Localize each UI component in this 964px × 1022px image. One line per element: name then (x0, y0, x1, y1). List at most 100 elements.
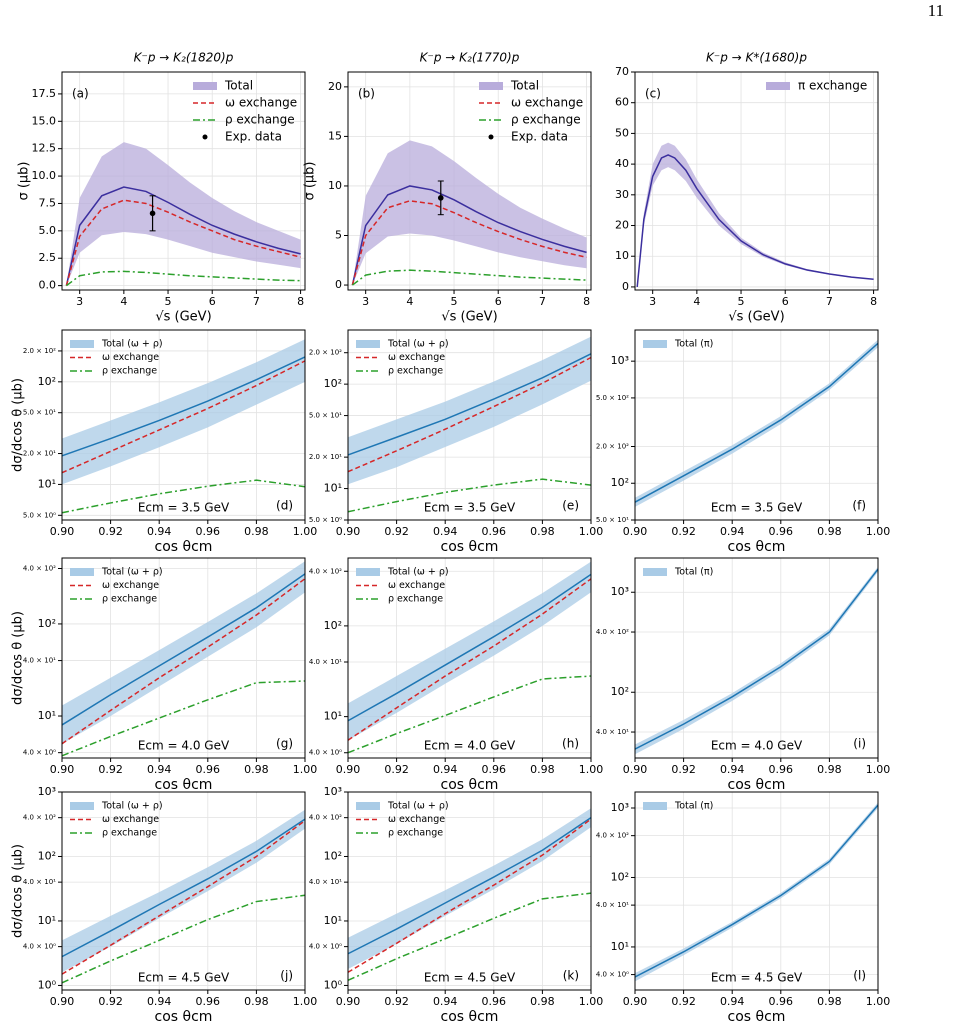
y-tick-label: 40 (615, 157, 629, 170)
panel: 3 4 5 6 7 8 0 10 20 30 40 50 60 70 π exchange K⁻p → K*(… (615, 51, 879, 325)
series-line (347, 578, 592, 741)
plot-frame (347, 791, 592, 991)
panel-label: (g) (276, 737, 293, 751)
x-axis-label: √s (GeV) (441, 310, 497, 325)
x-tick-label: 0.96 (769, 995, 794, 1008)
series-line (61, 680, 306, 757)
y-tick-label: 30 (615, 188, 629, 201)
series-line (61, 356, 306, 457)
x-tick-label: 5 (451, 295, 458, 308)
x-tick-label: 1.00 (866, 763, 891, 776)
y-tick-label: 10¹ (38, 709, 56, 722)
y-tick-label: 20 (615, 219, 629, 232)
y-tick-label: 10⁰ (324, 978, 343, 991)
x-tick-label: 0.94 (720, 995, 745, 1008)
y-axis-label: σ (μb) (303, 161, 318, 200)
x-tick-label: 3 (76, 295, 83, 308)
panel: 0.90 0.92 0.94 0.96 0.98 1.00 5.0 × 10⁰ 10¹ 2.0 … (11, 329, 317, 555)
x-tick-label: 0.98 (817, 763, 842, 776)
x-axis-label: √s (GeV) (155, 310, 211, 325)
series-line (347, 573, 592, 722)
legend-label: Total (π) (674, 567, 713, 578)
y-tick-label: 15.0 (32, 114, 57, 127)
x-tick-label: 8 (297, 295, 304, 308)
y-tick-label: 10² (324, 619, 342, 632)
x-tick-label: 0.94 (433, 525, 458, 538)
x-tick-label: 0.96 (769, 763, 794, 776)
y-axis-label: dσ/dcos θ (μb) (11, 378, 26, 472)
x-tick-label: 0.96 (482, 525, 507, 538)
x-tick-label: 0.92 (98, 525, 123, 538)
legend-swatch (643, 802, 667, 810)
y-tick-label: 5.0 × 10² (596, 394, 629, 402)
energy-annotation: Ecm = 4.0 GeV (138, 739, 230, 753)
plot-frame (61, 71, 306, 291)
y-tick-label: 2.0 × 10¹ (309, 453, 342, 461)
legend-label: Total (510, 79, 539, 93)
energy-annotation: Ecm = 3.5 GeV (424, 501, 516, 515)
x-tick-label: 0.92 (98, 995, 123, 1008)
x-tick-label: 5 (165, 295, 172, 308)
x-tick-label: 0.90 (623, 525, 648, 538)
legend-label: Total (ω + ρ) (101, 567, 163, 578)
series-line (61, 573, 306, 726)
x-axis-label: cos θcm (441, 1009, 499, 1022)
uncertainty-band (637, 142, 874, 287)
x-tick-label: 4 (120, 295, 127, 308)
legend-label: ρ exchange (102, 594, 157, 605)
y-tick-label: 2.0 × 10² (309, 349, 342, 357)
panel-label: (b) (358, 87, 375, 101)
panel: 0.90 0.92 0.94 0.96 0.98 1.00 4.0 × 10⁰ 10¹ 4.0 … (596, 791, 890, 1022)
y-tick-label: 60 (615, 96, 629, 109)
x-tick-label: 0.96 (482, 763, 507, 776)
y-tick-label: 10³ (38, 785, 56, 798)
y-tick-label: 2.0 × 10² (23, 347, 56, 355)
legend-swatch (766, 82, 790, 90)
y-tick-label: 4.0 × 10⁰ (23, 749, 56, 757)
panel-label: (c) (645, 87, 661, 101)
y-tick-label: 10² (611, 685, 629, 698)
series-line (347, 817, 592, 955)
x-axis-label: cos θcm (155, 1009, 213, 1022)
panel-label: (l) (853, 969, 866, 983)
series-line (351, 200, 587, 286)
y-tick-label: 4.0 × 10¹ (596, 728, 629, 736)
chart-title: K⁻p → K₂(1820)p (134, 51, 234, 65)
legend-label: ρ exchange (102, 366, 157, 377)
y-tick-label: 5.0 × 10¹ (596, 516, 629, 524)
x-axis-label: cos θcm (155, 777, 213, 793)
x-tick-label: 6 (782, 295, 789, 308)
y-tick-label: 0.0 (39, 279, 57, 292)
panel: 3 4 5 6 7 8 0.0 2.5 5.0 7.5 10.0 12.5 15.0 17.5 Total ω… (17, 51, 306, 325)
y-tick-label: 10³ (611, 354, 629, 367)
x-tick-label: 1.00 (293, 995, 318, 1008)
legend-swatch (70, 340, 94, 348)
x-tick-label: 1.00 (579, 525, 604, 538)
legend-label: ω exchange (102, 580, 159, 591)
x-tick-label: 0.90 (336, 763, 361, 776)
uncertainty-band (62, 561, 305, 744)
plot-frame (347, 329, 592, 521)
y-tick-label: 4.0 × 10² (596, 832, 629, 840)
panel-label: (i) (853, 737, 866, 751)
y-tick-label: 10¹ (324, 914, 342, 927)
x-tick-label: 7 (253, 295, 260, 308)
series-line (61, 360, 306, 474)
legend-swatch (643, 340, 667, 348)
y-tick-label: 12.5 (32, 142, 57, 155)
x-tick-label: 8 (870, 295, 877, 308)
y-tick-label: 10² (38, 849, 56, 862)
y-tick-label: 4.0 × 10¹ (309, 878, 342, 886)
legend-label: Total (π) (674, 801, 713, 812)
y-tick-label: 4.0 × 10⁰ (309, 749, 342, 757)
y-tick-label: 50 (615, 126, 629, 139)
data-point (437, 195, 444, 201)
y-tick-label: 10¹ (38, 914, 56, 927)
x-tick-label: 0.94 (433, 995, 458, 1008)
series-line (61, 479, 306, 514)
uncertainty-band (352, 140, 587, 286)
uncertainty-band (635, 566, 878, 755)
panel: 0.90 0.92 0.94 0.96 0.98 1.00 10⁰ 4.0 × 10⁰ 10¹ 4… (11, 785, 318, 1022)
legend-label: ρ exchange (225, 113, 295, 127)
